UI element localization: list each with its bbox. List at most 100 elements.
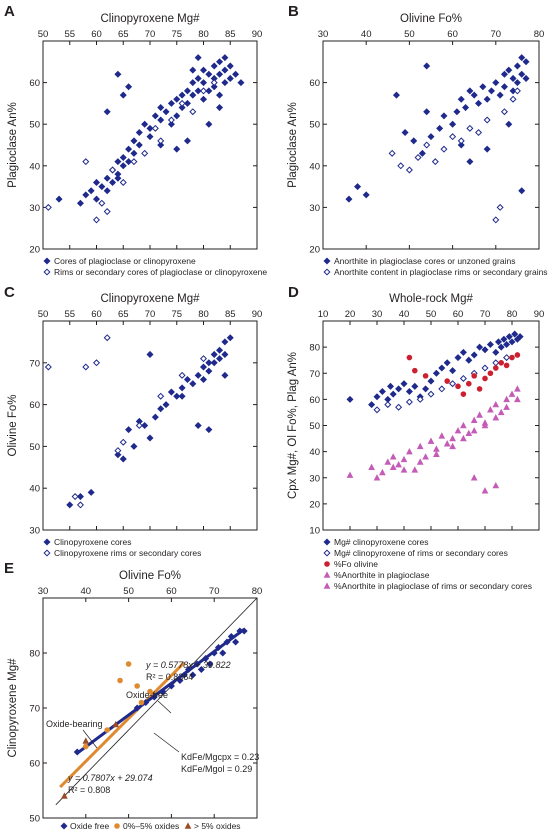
x-tick-label: 60: [453, 309, 464, 320]
data-point: [199, 363, 208, 371]
x-tick-label: 40: [81, 586, 92, 597]
legend-label: Anorthite content in plagioclase rims or…: [334, 267, 548, 277]
data-point: [157, 137, 165, 145]
data-point: [514, 352, 521, 358]
data-point: [503, 403, 510, 410]
legend-marker: [43, 538, 51, 546]
oxide-free-leader: [157, 700, 172, 714]
data-point: [119, 438, 127, 446]
data-point: [199, 87, 208, 95]
legend-label: %Fo olivine: [334, 559, 378, 569]
data-point: [147, 688, 153, 695]
data-point: [117, 677, 123, 684]
x-tick-label: 50: [123, 586, 134, 597]
y-tick-label: 40: [309, 161, 320, 172]
data-point: [449, 434, 456, 442]
data-point: [400, 455, 408, 463]
data-point: [183, 99, 191, 107]
x-axis-title: Olivine Fo%: [119, 570, 181, 582]
data-point: [216, 58, 224, 66]
data-point: [362, 191, 370, 199]
series-3: [346, 385, 521, 494]
data-point: [87, 488, 95, 496]
legend-label: Mg# clinopyroxene of rims or secondary c…: [334, 548, 508, 558]
data-point: [134, 683, 140, 689]
data-point: [183, 137, 191, 145]
data-point: [509, 354, 515, 361]
data-point: [440, 145, 448, 153]
data-point: [427, 390, 435, 398]
data-point: [221, 54, 229, 62]
data-point: [133, 704, 141, 712]
data-point: [141, 120, 149, 128]
x-tick-label: 30: [38, 586, 49, 597]
data-point: [73, 748, 81, 756]
series-2: [61, 720, 120, 799]
y-tick-label: 40: [29, 161, 40, 172]
data-point: [194, 371, 202, 379]
data-point: [414, 153, 422, 161]
data-point: [157, 405, 165, 413]
data-point: [210, 350, 218, 358]
data-point: [103, 208, 111, 216]
data-point: [141, 149, 149, 157]
series-0: [66, 334, 234, 509]
x-tick-label: 90: [252, 309, 263, 320]
legend-marker: [43, 268, 51, 276]
data-point: [443, 359, 451, 367]
data-point: [395, 461, 402, 468]
data-point: [193, 660, 201, 668]
data-point: [449, 367, 457, 375]
oxide-bearing-r2: R² = 0.808: [68, 785, 110, 795]
data-point: [125, 661, 132, 667]
data-point: [141, 421, 149, 430]
y-axis-title: Plagioclase An%: [287, 102, 299, 188]
legend-label: Anorthite in plagioclase cores or unzone…: [334, 256, 515, 266]
panel-e: E Olivine Fo% Clinopyroxene Mg# 30 40 50 60 70 8…: [4, 560, 262, 831]
data-point: [114, 170, 122, 178]
data-point: [449, 120, 457, 128]
data-point: [492, 359, 500, 367]
data-point: [516, 333, 524, 341]
data-point: [226, 62, 234, 70]
data-point: [206, 660, 214, 668]
data-point: [221, 66, 229, 74]
data-point: [513, 79, 521, 87]
data-point: [178, 392, 186, 400]
x-tick-label: 70: [145, 309, 156, 320]
data-point: [216, 355, 224, 363]
data-point: [150, 693, 158, 701]
data-point: [509, 95, 517, 103]
data-point: [199, 95, 208, 103]
data-point: [205, 120, 213, 128]
series-1: [44, 334, 208, 509]
data-point: [454, 427, 462, 434]
data-point: [194, 54, 202, 62]
data-point: [237, 79, 245, 87]
data-point: [210, 83, 218, 91]
oxide-free-label: Oxide-free: [126, 690, 168, 700]
y-tick-label: 40: [309, 447, 320, 458]
data-point: [460, 421, 467, 429]
data-point: [199, 66, 208, 74]
data-point: [505, 66, 513, 74]
data-point: [462, 104, 470, 112]
data-point: [130, 442, 138, 450]
x-tick-label: 30: [372, 309, 383, 320]
kd-cpx-label: KdFe/Mgcpx = 0.23: [181, 752, 259, 762]
data-point: [157, 116, 165, 124]
data-point: [406, 354, 413, 361]
x-axis-title: Clinopyroxene Mg#: [100, 293, 200, 305]
data-point: [189, 66, 197, 74]
series-0: [73, 627, 248, 756]
data-point: [240, 627, 248, 635]
x-tick-label: 40: [361, 29, 372, 40]
data-point: [384, 458, 392, 465]
data-point: [92, 216, 101, 224]
x-tick-label: 85: [225, 309, 236, 320]
data-point: [455, 383, 461, 390]
y-tick-label: 30: [29, 203, 40, 214]
kd-equilibrium-line: [55, 597, 258, 806]
data-point: [76, 199, 84, 207]
